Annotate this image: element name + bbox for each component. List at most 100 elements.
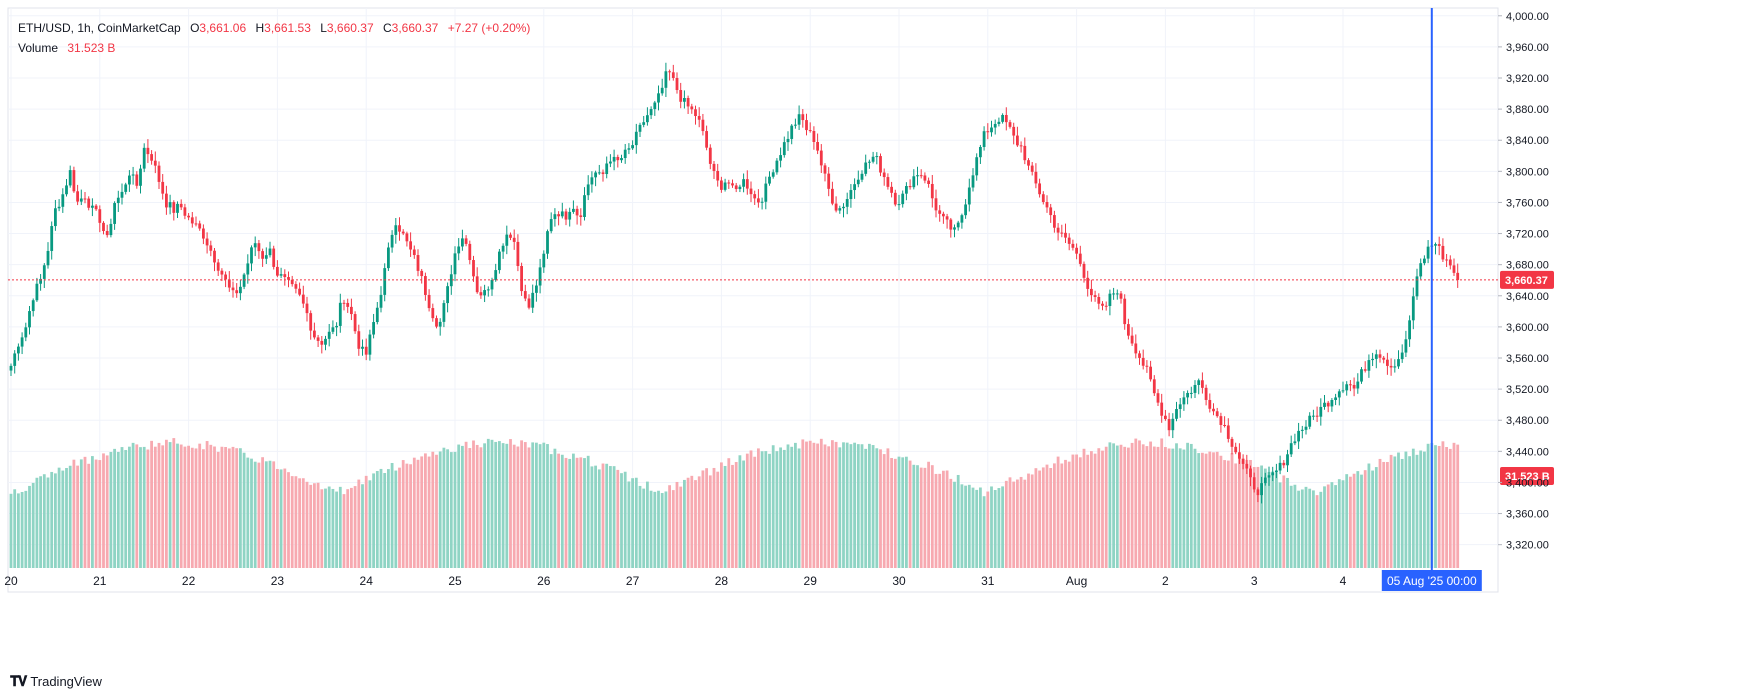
- volume-bar: [153, 446, 157, 568]
- candle-body: [109, 223, 113, 236]
- volume-bar: [1426, 443, 1430, 568]
- candle-body: [316, 337, 320, 341]
- candle-body: [879, 156, 882, 173]
- volume-bar: [327, 486, 331, 568]
- candle-body: [128, 175, 131, 185]
- volume-bar: [705, 468, 708, 568]
- candle-body: [1186, 392, 1189, 398]
- volume-bar: [1149, 441, 1152, 568]
- candle-body: [923, 175, 927, 181]
- candle-body: [139, 168, 142, 186]
- volume-bar: [435, 454, 438, 568]
- candle-body: [538, 267, 542, 286]
- candle-body: [568, 211, 572, 220]
- candle-body: [457, 246, 461, 254]
- candle-body: [1101, 303, 1104, 306]
- low-label: L: [320, 21, 327, 35]
- low-value: 3,660.37: [326, 21, 374, 35]
- volume-bar: [157, 442, 161, 568]
- candle-body: [120, 191, 124, 198]
- volume-bar: [1016, 479, 1019, 568]
- candle-body: [660, 87, 664, 94]
- candle-body: [560, 211, 564, 217]
- candle-body: [1182, 397, 1186, 405]
- candle-body: [509, 234, 512, 238]
- candle-body: [368, 334, 372, 355]
- volume-bar: [91, 456, 94, 568]
- volume-bar: [934, 473, 938, 568]
- candle-body: [442, 303, 446, 322]
- volume-bar: [68, 465, 72, 568]
- tradingview-branding[interactable]: 𝐓𝐕 TradingView: [10, 673, 102, 690]
- volume-bar: [202, 449, 205, 568]
- volume-bar: [1400, 458, 1404, 568]
- y-tick-label: 3,480.00: [1506, 415, 1549, 427]
- volume-bar: [794, 442, 797, 568]
- volume-bar: [575, 457, 579, 568]
- candle-body: [102, 222, 105, 232]
- volume-bar: [264, 461, 268, 568]
- volume-bar: [39, 476, 42, 568]
- volume-bar: [512, 444, 516, 568]
- volume-bar: [971, 487, 975, 568]
- candle-body: [1245, 463, 1249, 469]
- candle-body: [1223, 424, 1226, 426]
- volume-bar: [368, 480, 372, 568]
- candle-body: [98, 209, 102, 223]
- candle-body: [753, 194, 757, 199]
- volume-label[interactable]: Volume: [18, 41, 59, 55]
- candle-body: [1171, 418, 1175, 431]
- candle-body: [150, 154, 153, 161]
- volume-bar: [102, 453, 105, 568]
- candle-body: [1415, 276, 1419, 297]
- volume-bar: [734, 462, 738, 568]
- candle-body: [390, 234, 394, 248]
- candle-body: [401, 231, 405, 234]
- volume-tag: [1500, 467, 1554, 485]
- volume-bar: [816, 443, 819, 568]
- candle-body: [882, 172, 886, 178]
- volume-bar: [1171, 448, 1175, 568]
- volume-bar: [716, 471, 720, 568]
- candle-body: [1219, 416, 1223, 425]
- candle-body: [1038, 183, 1041, 195]
- volume-bar: [1012, 481, 1016, 568]
- candle-body: [250, 247, 253, 264]
- candle-body: [320, 340, 324, 345]
- volume-bar: [449, 452, 453, 568]
- candle-body: [1371, 358, 1374, 361]
- volume-bar: [1363, 470, 1367, 568]
- crosshair-time-tag: [1381, 570, 1482, 591]
- candle-body: [1319, 406, 1323, 417]
- volume-bar: [42, 474, 46, 568]
- symbol-label[interactable]: ETH/USD, 1h, CoinMarketCap: [18, 21, 181, 35]
- volume-bar: [1215, 451, 1219, 568]
- candle-body: [1086, 277, 1090, 289]
- candle-body: [1149, 366, 1152, 380]
- last-price-tag: [1500, 270, 1554, 289]
- candle-body: [305, 303, 309, 314]
- volume-bar: [1234, 463, 1238, 568]
- volume-bar: [498, 441, 501, 568]
- candle-body: [786, 138, 790, 143]
- candle-body: [198, 223, 202, 229]
- volume-bar: [461, 445, 464, 568]
- candle-body: [239, 286, 242, 294]
- volume-bar: [723, 465, 727, 568]
- chart-legend: ETH/USD, 1h, CoinMarketCap O3,661.06 H3,…: [18, 18, 530, 58]
- candle-body: [971, 175, 975, 188]
- candle-body: [1108, 293, 1112, 306]
- candle-body: [1067, 237, 1071, 244]
- candle-body: [953, 227, 956, 230]
- candle-body: [1030, 165, 1034, 172]
- volume-bar: [827, 446, 831, 568]
- volume-bar: [79, 459, 83, 568]
- volume-bar: [1289, 485, 1293, 568]
- volume-bar: [805, 441, 808, 568]
- candle-body: [930, 183, 934, 199]
- candle-body: [546, 231, 549, 254]
- candle-body: [771, 172, 775, 177]
- volume-bar: [823, 444, 827, 568]
- candle-body: [1119, 293, 1123, 299]
